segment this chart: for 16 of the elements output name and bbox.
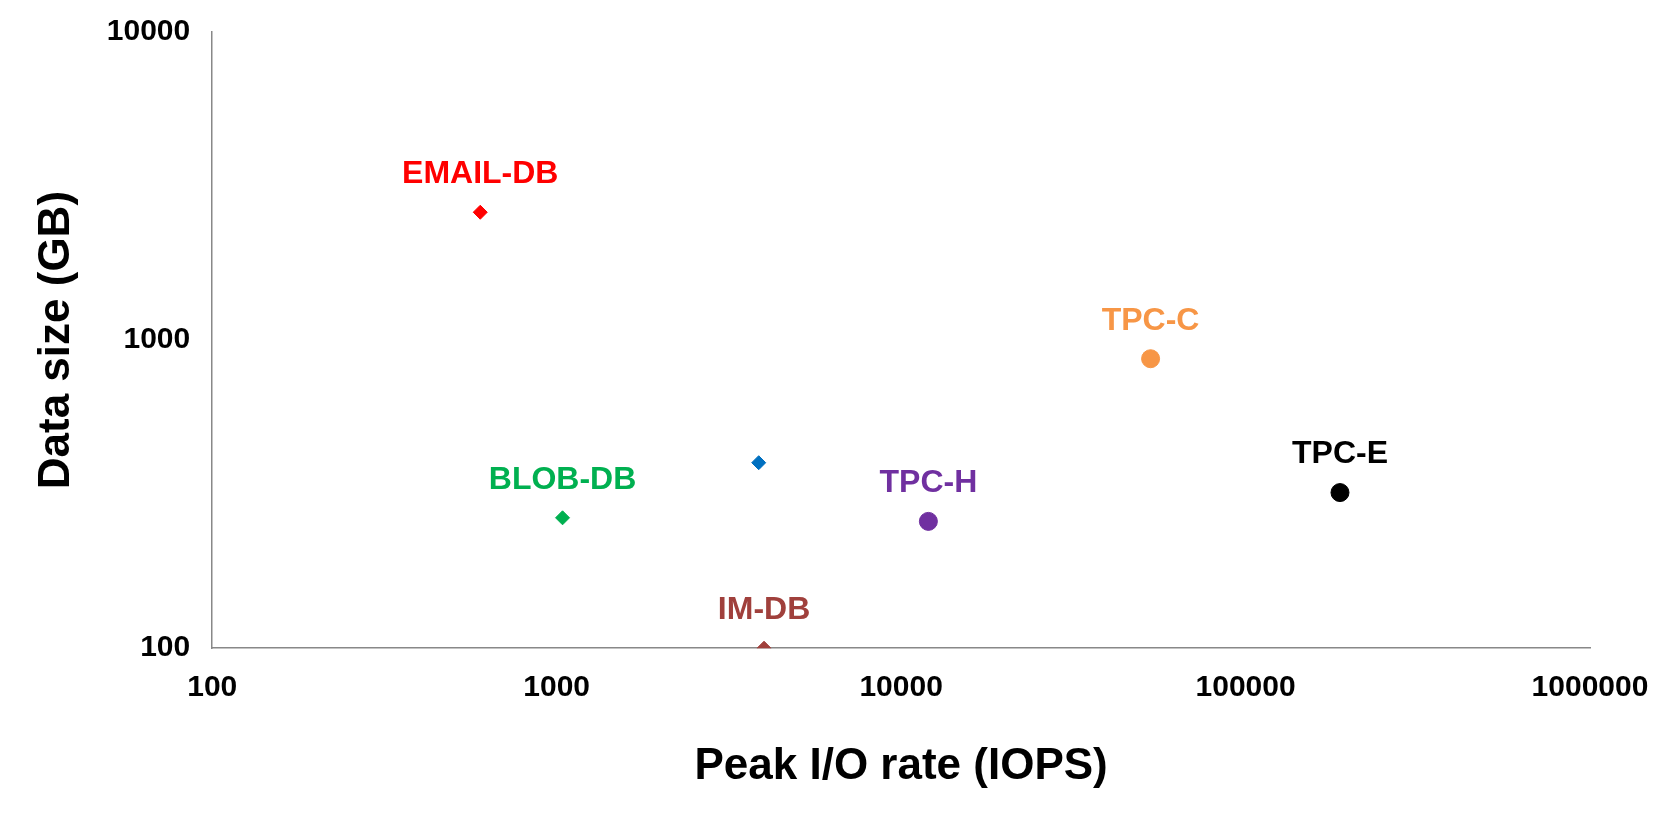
series-label: TPC-E <box>1291 434 1388 471</box>
x-tick-label: 1000 <box>523 669 591 703</box>
series-label: TPC-H <box>879 463 978 500</box>
series-label: IM-DB <box>717 590 811 627</box>
x-tick-label: 100000 <box>1195 669 1296 703</box>
x-tick-label: 1000000 <box>1531 669 1649 703</box>
x-axis-title: Peak I/O rate (IOPS) <box>694 738 1108 788</box>
y-tick-label: 10000 <box>106 13 191 47</box>
series-label: EMAIL-DB <box>402 154 559 191</box>
x-tick-label: 100 <box>187 669 238 703</box>
series-label: BLOB-DB <box>488 459 637 496</box>
y-tick-label: 100 <box>140 629 191 663</box>
y-axis-title: Data size (GB) <box>28 190 78 490</box>
series-label: TPC-C <box>1101 300 1200 337</box>
y-tick-label: 1000 <box>123 321 191 355</box>
x-tick-label: 10000 <box>859 669 943 703</box>
